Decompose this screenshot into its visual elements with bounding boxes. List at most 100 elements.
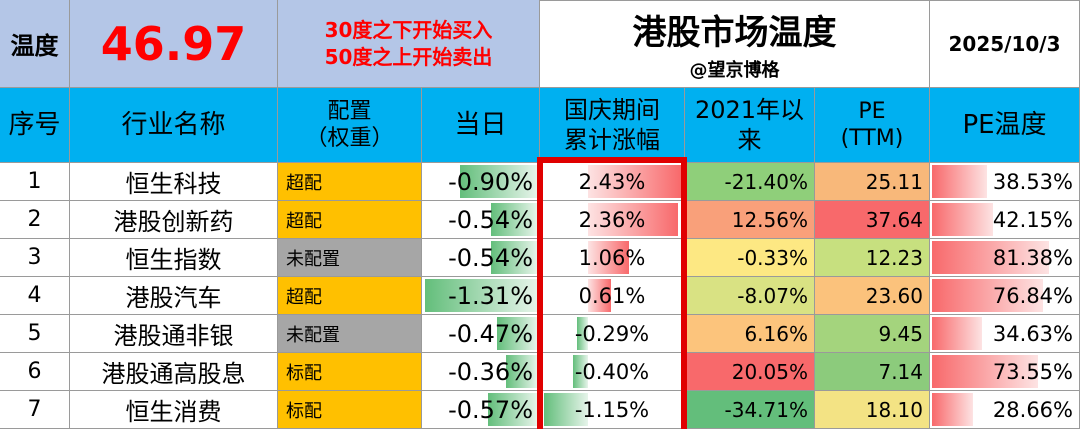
pe-ttm-text: 9.45 — [878, 321, 923, 346]
holiday-change: -1.15% — [540, 391, 685, 429]
pe-ttm-text: 18.10 — [865, 397, 923, 422]
today-change: -1.31% — [422, 277, 540, 315]
since-2021-change: -21.40% — [685, 163, 815, 201]
pe-ttm-text: 25.11 — [865, 169, 923, 194]
since-2021-text: 6.16% — [744, 321, 808, 346]
allocation-text: 超配 — [286, 172, 322, 194]
header-since-line1: 2021年以 — [694, 96, 805, 124]
pe-ttm: 9.45 — [815, 315, 930, 353]
holiday-change-text: -1.15% — [574, 397, 650, 422]
today-change-text: -0.90% — [448, 167, 533, 196]
pe-temperature-bar — [932, 393, 974, 426]
page-title: 港股市场温度 — [632, 13, 837, 53]
since-2021-text: 20.05% — [731, 359, 808, 384]
row-number: 4 — [0, 277, 70, 315]
pe-temperature: 81.38% — [930, 239, 1080, 277]
industry-name-text: 恒生指数 — [125, 246, 222, 274]
since-2021-change: -0.33% — [685, 239, 815, 277]
allocation-text: 标配 — [286, 400, 322, 422]
since-2021-text: -21.40% — [724, 169, 808, 194]
industry-name: 恒生科技 — [70, 163, 278, 201]
holiday-change-bar — [544, 393, 588, 426]
today-change: -0.36% — [422, 353, 540, 391]
row-number-text: 5 — [27, 321, 42, 346]
header-pe-line1: PE — [858, 98, 886, 124]
header-alloc: 配置 （权重） — [278, 88, 422, 163]
allocation-badge: 超配 — [278, 277, 422, 315]
pe-temperature-bar — [932, 279, 1043, 312]
pe-temperature-text: 81.38% — [992, 245, 1073, 270]
since-2021-text: -8.07% — [737, 283, 808, 308]
today-change-text: -0.36% — [448, 357, 533, 386]
row-number: 1 — [0, 163, 70, 201]
row-number: 3 — [0, 239, 70, 277]
since-2021-text: 12.56% — [731, 207, 808, 232]
industry-name-text: 恒生消费 — [125, 398, 222, 426]
today-change: -0.90% — [422, 163, 540, 201]
allocation-text: 超配 — [286, 286, 322, 308]
pe-temperature-text: 73.55% — [992, 359, 1073, 384]
header-name: 行业名称 — [70, 88, 278, 163]
allocation-text: 超配 — [286, 210, 322, 232]
pe-temperature-text: 76.84% — [992, 283, 1073, 308]
row-number-text: 4 — [27, 283, 42, 308]
industry-name: 港股汽车 — [70, 277, 278, 315]
row-number-text: 2 — [27, 207, 42, 232]
since-2021-change: -34.71% — [685, 391, 815, 429]
header-pe-line2: (TTM) — [840, 126, 904, 151]
header-since-2021: 2021年以 来 — [685, 88, 815, 163]
header-no: 序号 — [0, 88, 70, 163]
pe-ttm-text: 23.60 — [865, 283, 923, 308]
header-holiday-line2: 累计涨幅 — [564, 126, 660, 154]
pe-temperature: 34.63% — [930, 315, 1080, 353]
pe-ttm: 12.23 — [815, 239, 930, 277]
report-date: 2025/10/3 — [930, 0, 1080, 88]
header-alloc-line2: （权重） — [305, 126, 394, 151]
industry-name: 恒生指数 — [70, 239, 278, 277]
temperature-value: 46.97 — [70, 0, 278, 88]
allocation-badge: 超配 — [278, 201, 422, 239]
header-since-line2: 来 — [737, 126, 762, 154]
pe-temperature-bar — [932, 355, 1038, 388]
today-change-bar — [460, 165, 537, 198]
since-2021-change: 6.16% — [685, 315, 815, 353]
holiday-change: 0.61% — [540, 277, 685, 315]
row-number-text: 1 — [27, 169, 42, 194]
header-today: 当日 — [422, 88, 540, 163]
holiday-change: -0.40% — [540, 353, 685, 391]
pe-temperature-bar — [932, 203, 993, 236]
pe-ttm-text: 37.64 — [865, 207, 923, 232]
holiday-change-text: 0.61% — [578, 283, 646, 308]
holiday-change-bar — [588, 165, 681, 198]
rule-buy: 30度之下开始买入 — [324, 17, 493, 42]
row-number: 7 — [0, 391, 70, 429]
pe-ttm: 23.60 — [815, 277, 930, 315]
today-change-bar — [425, 279, 537, 312]
today-change: -0.57% — [422, 391, 540, 429]
title-block: 港股市场温度 @望京博格 — [540, 0, 930, 88]
industry-name: 港股通高股息 — [70, 353, 278, 391]
pe-temperature: 28.66% — [930, 391, 1080, 429]
today-change-bar — [490, 203, 537, 236]
author: @望京博格 — [689, 60, 780, 81]
header-pe: PE (TTM) — [815, 88, 930, 163]
today-change: -0.54% — [422, 239, 540, 277]
industry-name-text: 港股汽车 — [125, 284, 222, 312]
today-change-text: -0.57% — [448, 395, 533, 424]
pe-temperature: 76.84% — [930, 277, 1080, 315]
holiday-change-text: -0.29% — [574, 321, 650, 346]
row-number: 5 — [0, 315, 70, 353]
today-change: -0.54% — [422, 201, 540, 239]
holiday-change-bar — [572, 355, 588, 388]
pe-ttm-text: 12.23 — [865, 245, 923, 270]
today-change-bar — [488, 393, 537, 426]
holiday-change: 2.43% — [540, 163, 685, 201]
pe-temperature-text: 28.66% — [992, 397, 1073, 422]
holiday-change-text: -0.40% — [574, 359, 650, 384]
today-change-bar — [506, 355, 537, 388]
pe-ttm-text: 7.14 — [878, 359, 923, 384]
temperature-label: 温度 — [0, 0, 70, 88]
row-number-text: 3 — [27, 245, 42, 270]
header-holiday: 国庆期间 累计涨幅 — [540, 88, 685, 163]
pe-temperature: 38.53% — [930, 163, 1080, 201]
